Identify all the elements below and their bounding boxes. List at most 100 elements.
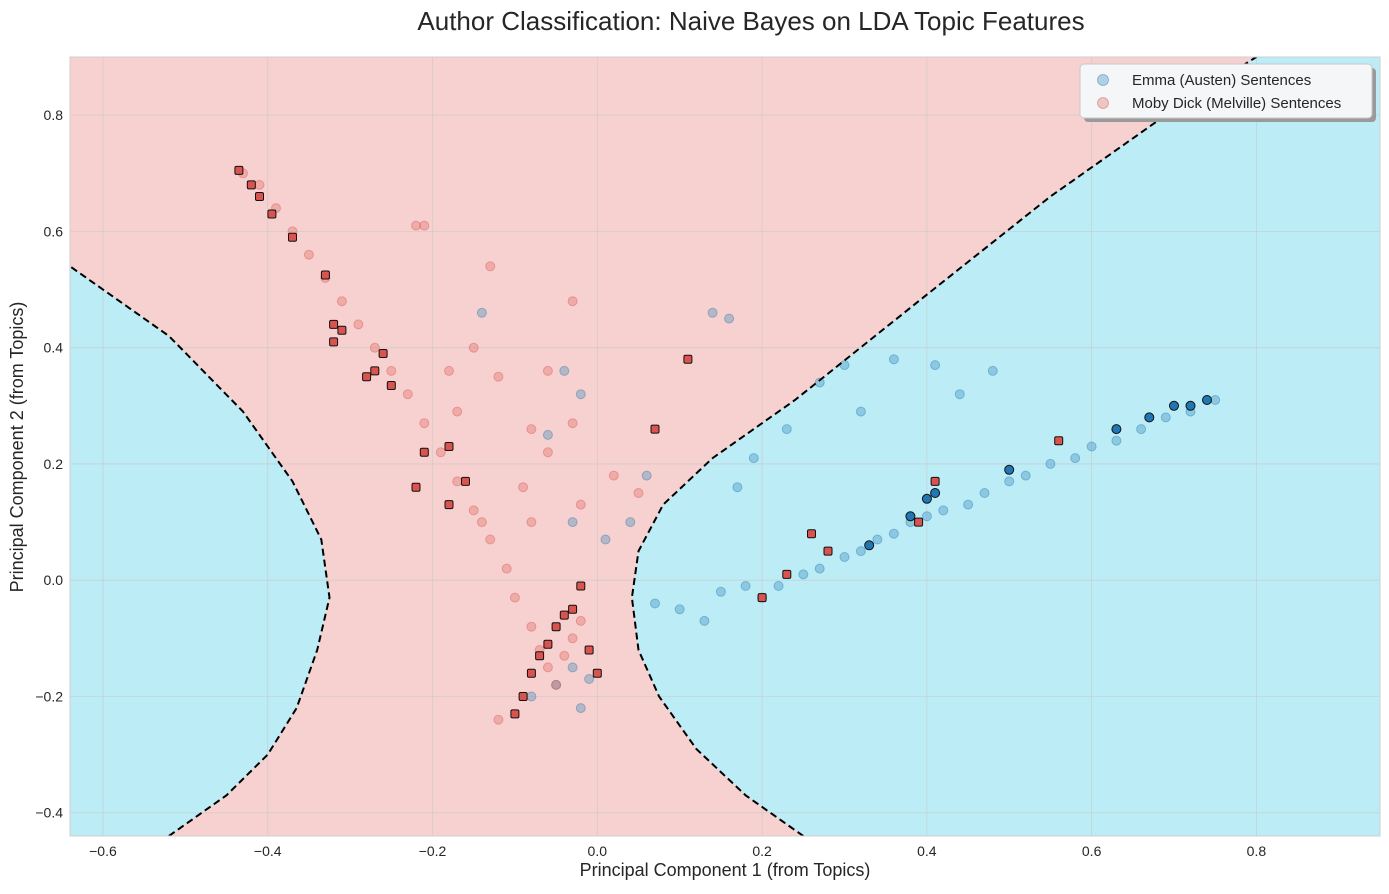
austen-point (1210, 395, 1221, 405)
chart-title: Author Classification: Naive Bayes on LD… (417, 6, 1084, 36)
x-tick-label: 0.8 (1247, 843, 1267, 859)
austen-point (855, 406, 866, 417)
plot-frame (69, 56, 1381, 837)
y-tick-label: 0.0 (44, 572, 64, 588)
y-tick-label: 0.6 (44, 223, 64, 239)
x-axis-ticks: −0.6 −0.4 −0.2 0.0 0.2 0.4 0.6 0.8 (89, 843, 1266, 859)
austen-point (1045, 458, 1056, 469)
melville-point (419, 220, 430, 231)
y-axis-label: Principal Component 2 (from Topics) (7, 302, 27, 593)
y-tick-label: −0.2 (35, 688, 63, 704)
austen-point (1004, 476, 1015, 487)
austen-point (567, 662, 578, 673)
austen-point (1086, 441, 1097, 452)
y-tick-label: 0.2 (44, 456, 64, 472)
melville-highlighted-point (234, 165, 244, 175)
melville-point (575, 615, 586, 626)
austen-point (575, 703, 586, 714)
melville-point (452, 476, 463, 487)
austen-point (938, 505, 949, 516)
melville-point (444, 365, 454, 376)
melville-point (633, 488, 644, 498)
melville-highlighted-point (386, 381, 396, 390)
austen-point (1160, 412, 1171, 423)
melville-highlighted-point (559, 610, 569, 620)
austen-point (674, 604, 685, 615)
austen-highlighted-point (905, 511, 916, 522)
melville-highlighted-point (255, 192, 264, 201)
austen-point (542, 429, 553, 440)
austen-highlighted-point (864, 540, 875, 551)
legend-box (1079, 63, 1373, 119)
austen-highlighted-point (1169, 400, 1179, 411)
melville-highlighted-point (683, 354, 693, 364)
melville-highlighted-point (444, 500, 454, 510)
austen-highlighted-point (921, 493, 932, 504)
austen-point (707, 307, 718, 318)
melville-point (485, 534, 496, 545)
melville-highlighted-point (543, 639, 553, 649)
austen-point (567, 517, 578, 528)
x-tick-label: −0.2 (419, 843, 447, 859)
melville-highlighted-point (535, 651, 545, 661)
austen-point (781, 424, 792, 435)
austen-highlighted-point (930, 488, 941, 498)
melville-point (551, 679, 562, 690)
melville-point (542, 662, 553, 673)
austen-highlighted-point (1004, 464, 1015, 475)
melville-highlighted-point (329, 337, 339, 347)
melville-point (468, 505, 479, 516)
melville-highlighted-point (288, 232, 297, 242)
austen-point (1136, 424, 1147, 435)
austen-point (600, 534, 611, 545)
melville-highlighted-point (419, 447, 429, 457)
melville-highlighted-point (782, 569, 792, 579)
melville-point (485, 261, 496, 272)
melville-point (567, 418, 578, 429)
austen-point (476, 307, 487, 318)
melville-point (369, 342, 380, 353)
melville-point (542, 365, 553, 376)
melville-highlighted-point (444, 442, 454, 451)
melville-highlighted-point (568, 604, 578, 614)
melville-highlighted-point (526, 668, 536, 678)
x-tick-label: 0.0 (588, 843, 608, 859)
melville-highlighted-point (757, 593, 767, 603)
legend-label-melville: Moby Dick (Melville) Sentences (1132, 95, 1341, 112)
melville-highlighted-point (337, 325, 347, 335)
decision-boundary-right (630, 57, 1257, 836)
austen-point (773, 581, 784, 591)
melville-point (608, 470, 619, 481)
austen-point (954, 389, 965, 400)
austen-point (559, 365, 570, 376)
melville-point (402, 389, 413, 400)
grid (70, 57, 1380, 836)
legend: Emma (Austen) Sentences Moby Dick (Melvi… (1079, 63, 1376, 122)
melville-highlighted-point (246, 180, 256, 190)
austen-point (888, 528, 899, 539)
melville-highlighted-point (823, 546, 833, 556)
melville-highlighted-point (518, 692, 528, 701)
melville-point (476, 517, 487, 528)
austen-point (921, 511, 932, 522)
x-tick-label: −0.4 (254, 843, 282, 859)
melville-point (336, 296, 347, 307)
austen-highlighted-point (1185, 400, 1196, 411)
points-layer (234, 165, 1221, 725)
melville-point (452, 406, 463, 417)
melville-point (575, 499, 586, 510)
melville-highlighted-point (320, 270, 330, 280)
melville-highlighted-point (650, 424, 660, 434)
austen-point (963, 499, 974, 510)
austen-point (724, 313, 735, 324)
melville-point (419, 418, 430, 429)
melville-highlighted-point (510, 709, 520, 719)
austen-point (872, 534, 883, 545)
legend-marker-austen (1097, 74, 1109, 86)
x-tick-label: 0.6 (1082, 843, 1102, 859)
melville-highlighted-point (584, 645, 594, 655)
austen-highlighted-point (1111, 424, 1122, 435)
austen-point (814, 563, 825, 574)
melville-point (353, 319, 364, 330)
melville-point (435, 447, 446, 458)
